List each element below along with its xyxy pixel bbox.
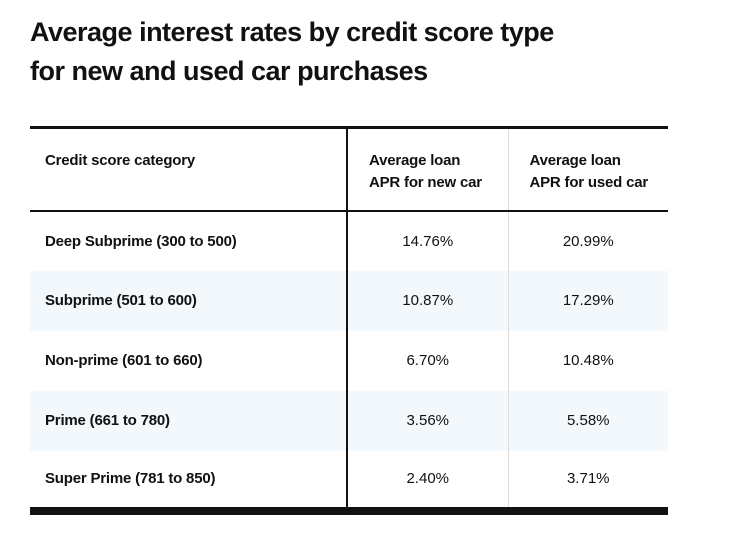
new-apr-cell: 10.87%: [347, 270, 509, 331]
table-row: Deep Subprime (300 to 500) 14.76% 20.99%: [30, 210, 668, 271]
table-row: Super Prime (781 to 850) 2.40% 3.71%: [30, 450, 668, 511]
col-header-used-car-apr: Average loan APR for used car: [529, 152, 649, 191]
new-apr-cell: 3.56%: [347, 390, 509, 451]
col-header-new-car-apr: Average loan APR for new car: [347, 127, 509, 211]
new-apr-cell: 14.76%: [347, 210, 509, 271]
interest-rates-table: Credit score category Average loan APR f…: [30, 126, 668, 515]
header-row: Credit score category Average loan APR f…: [30, 127, 668, 211]
new-apr-cell: 2.40%: [347, 450, 509, 511]
col-header-category: Credit score category: [30, 127, 348, 211]
table-row: Subprime (501 to 600) 10.87% 17.29%: [30, 270, 668, 331]
page-title: Average interest rates by credit score t…: [30, 17, 554, 86]
table-header: Credit score category Average loan APR f…: [30, 127, 668, 211]
page: Average interest rates by credit score t…: [0, 13, 741, 538]
used-apr-cell: 5.58%: [566, 412, 610, 429]
category-cell: Prime (661 to 780): [30, 390, 348, 451]
category-cell: Subprime (501 to 600): [30, 270, 348, 331]
used-apr-cell: 10.48%: [562, 352, 614, 369]
table-row: Prime (661 to 780) 3.56% 5.58%: [30, 390, 668, 451]
used-apr-cell: 17.29%: [562, 292, 614, 309]
table-row: Non-prime (601 to 660) 6.70% 10.48%: [30, 330, 668, 391]
used-apr-cell: 3.71%: [566, 470, 610, 487]
table-body: Deep Subprime (300 to 500) 14.76% 20.99%…: [30, 210, 668, 511]
used-apr-cell: 20.99%: [562, 232, 614, 250]
category-cell: Deep Subprime (300 to 500): [30, 210, 348, 271]
category-cell: Super Prime (781 to 850): [30, 450, 348, 511]
category-cell: Non-prime (601 to 660): [30, 330, 348, 391]
new-apr-cell: 6.70%: [347, 330, 509, 391]
